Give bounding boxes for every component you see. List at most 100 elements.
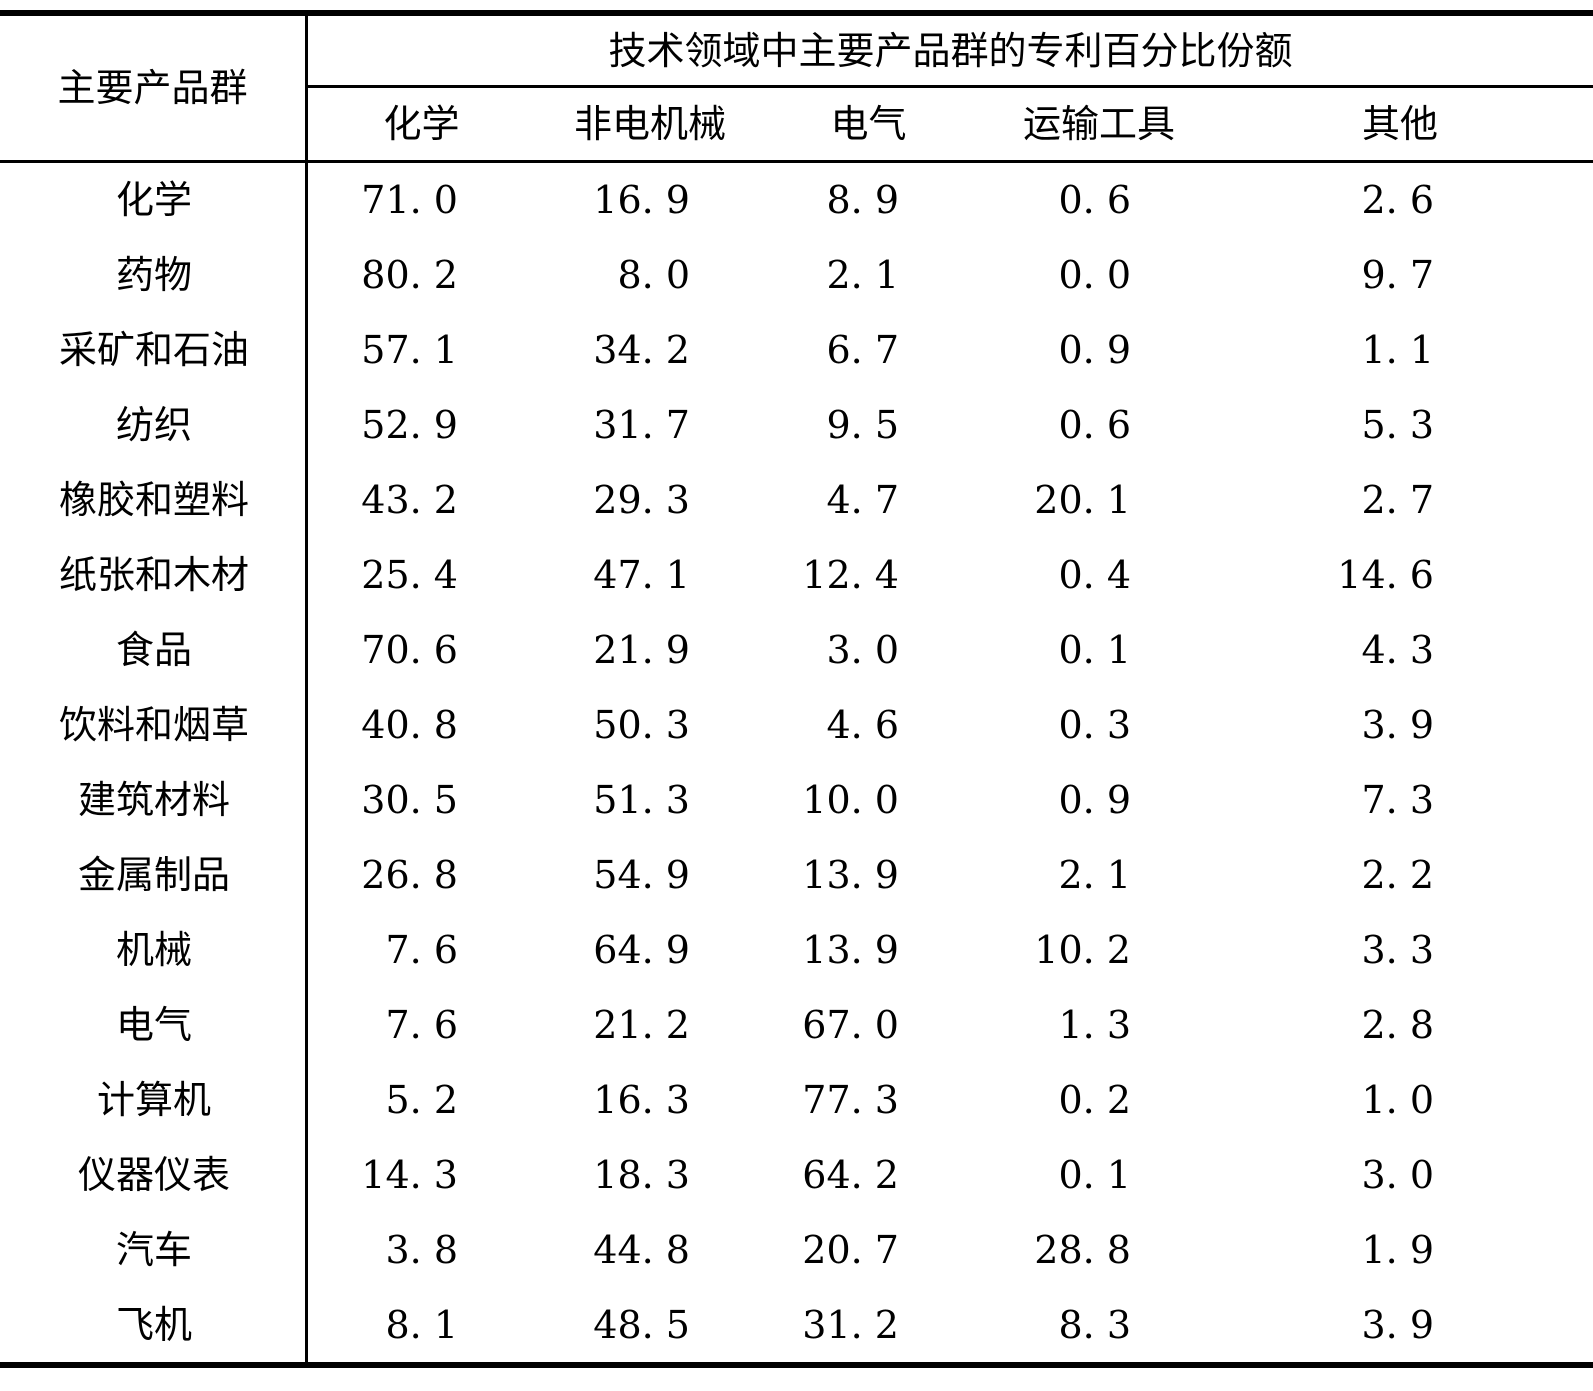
cell-value: 43. 2 bbox=[361, 478, 458, 523]
cell-value: 21. 2 bbox=[593, 1002, 690, 1047]
cell-value: 0. 2 bbox=[1058, 1077, 1131, 1122]
cell-value: 8. 9 bbox=[826, 178, 899, 223]
cell-value: 30. 5 bbox=[361, 777, 458, 822]
cell-value: 12. 4 bbox=[802, 553, 899, 598]
cell-value: 7. 6 bbox=[385, 1002, 458, 1047]
cell-value: 26. 8 bbox=[361, 852, 458, 897]
cell-value: 4. 7 bbox=[826, 478, 899, 523]
row-label: 纸张和木材 bbox=[58, 553, 249, 598]
row-label: 金属制品 bbox=[77, 852, 230, 897]
column-header: 化学 bbox=[383, 102, 460, 146]
table-row: 纺织 52. 9 31. 7 9. 5 0. 6 5. 3 bbox=[0, 388, 1593, 463]
table-row: 金属制品 26. 8 54. 9 13. 9 2. 1 2. 2 bbox=[0, 837, 1593, 912]
table-row: 采矿和石油 57. 1 34. 2 6. 7 0. 9 1. 1 bbox=[0, 313, 1593, 388]
cell-value: 47. 1 bbox=[593, 553, 690, 598]
cell-value: 0. 6 bbox=[1058, 403, 1131, 448]
cell-value: 16. 9 bbox=[593, 178, 690, 223]
cell-value: 0. 3 bbox=[1058, 703, 1131, 748]
column-headers-row: 化学 非电机械 电气 运输工具 其他 bbox=[308, 88, 1593, 160]
table-row: 纸张和木材 25. 4 47. 1 12. 4 0. 4 14. 6 bbox=[0, 538, 1593, 613]
row-label: 饮料和烟草 bbox=[58, 703, 249, 748]
table-row: 建筑材料 30. 5 51. 3 10. 0 0. 9 7. 3 bbox=[0, 763, 1593, 838]
row-label: 计算机 bbox=[96, 1077, 211, 1122]
table-row: 药物 80. 2 8. 0 2. 1 0. 0 9. 7 bbox=[0, 238, 1593, 313]
cell-value: 50. 3 bbox=[593, 703, 690, 748]
cell-value: 21. 9 bbox=[593, 628, 690, 673]
cell-value: 0. 9 bbox=[1058, 328, 1131, 373]
cell-value: 51. 3 bbox=[593, 777, 690, 822]
cell-value: 28. 8 bbox=[1034, 1227, 1131, 1272]
cell-value: 8. 3 bbox=[1058, 1302, 1131, 1347]
cell-value: 2. 2 bbox=[1361, 852, 1434, 897]
cell-value: 3. 0 bbox=[1361, 1152, 1434, 1197]
cell-value: 71. 0 bbox=[361, 178, 458, 223]
table-row: 汽车 3. 8 44. 8 20. 7 28. 8 1. 9 bbox=[0, 1212, 1593, 1287]
cell-value: 3. 8 bbox=[385, 1227, 458, 1272]
row-label: 化学 bbox=[115, 178, 192, 223]
cell-value: 10. 0 bbox=[802, 777, 899, 822]
cell-value: 14. 6 bbox=[1337, 553, 1434, 598]
cell-value: 10. 2 bbox=[1034, 927, 1131, 972]
cell-value: 5. 3 bbox=[1361, 403, 1434, 448]
row-header-cell: 主要产品群 bbox=[57, 66, 248, 110]
row-label: 橡胶和塑料 bbox=[58, 478, 249, 523]
column-header: 非电机械 bbox=[573, 102, 726, 146]
cell-value: 2. 6 bbox=[1361, 178, 1434, 223]
row-label: 电气 bbox=[115, 1002, 192, 1047]
cell-value: 1. 3 bbox=[1058, 1002, 1131, 1047]
cell-value: 1. 1 bbox=[1361, 328, 1434, 373]
row-label: 纺织 bbox=[115, 403, 192, 448]
table-body: 化学 71. 0 16. 9 8. 9 0. 6 2. 6 药物 80. 2 8. 0 2. 1 0… bbox=[0, 163, 1593, 1362]
table-row: 仪器仪表 14. 3 18. 3 64. 2 0. 1 3. 0 bbox=[0, 1137, 1593, 1212]
cell-value: 0. 0 bbox=[1058, 253, 1131, 298]
table-row: 计算机 5. 2 16. 3 77. 3 0. 2 1. 0 bbox=[0, 1062, 1593, 1137]
cell-value: 40. 8 bbox=[361, 703, 458, 748]
cell-value: 44. 8 bbox=[593, 1227, 690, 1272]
under-column-headers-rule bbox=[0, 160, 1593, 163]
cell-value: 2. 1 bbox=[1058, 852, 1131, 897]
under-span-title-rule bbox=[305, 85, 1593, 88]
cell-value: 3. 9 bbox=[1361, 703, 1434, 748]
top-border-rule bbox=[0, 10, 1593, 16]
column-header: 运输工具 bbox=[1022, 102, 1175, 146]
cell-value: 64. 9 bbox=[593, 927, 690, 972]
table-row: 化学 71. 0 16. 9 8. 9 0. 6 2. 6 bbox=[0, 163, 1593, 238]
cell-value: 13. 9 bbox=[802, 852, 899, 897]
cell-value: 5. 2 bbox=[385, 1077, 458, 1122]
cell-value: 20. 1 bbox=[1034, 478, 1131, 523]
cell-value: 7. 3 bbox=[1361, 777, 1434, 822]
cell-value: 34. 2 bbox=[593, 328, 690, 373]
cell-value: 6. 7 bbox=[826, 328, 899, 373]
cell-value: 2. 8 bbox=[1361, 1002, 1434, 1047]
cell-value: 16. 3 bbox=[593, 1077, 690, 1122]
cell-value: 3. 9 bbox=[1361, 1302, 1434, 1347]
cell-value: 9. 5 bbox=[826, 403, 899, 448]
cell-value: 4. 3 bbox=[1361, 628, 1434, 673]
cell-value: 80. 2 bbox=[361, 253, 458, 298]
cell-value: 18. 3 bbox=[593, 1152, 690, 1197]
cell-value: 13. 9 bbox=[802, 927, 899, 972]
row-label: 采矿和石油 bbox=[58, 328, 249, 373]
column-header: 电气 bbox=[830, 102, 907, 146]
column-header: 其他 bbox=[1361, 102, 1438, 146]
cell-value: 20. 7 bbox=[802, 1227, 899, 1272]
cell-value: 31. 2 bbox=[802, 1302, 899, 1347]
row-label: 仪器仪表 bbox=[77, 1152, 230, 1197]
cell-value: 57. 1 bbox=[361, 328, 458, 373]
row-label: 食品 bbox=[115, 628, 192, 673]
table-row: 饮料和烟草 40. 8 50. 3 4. 6 0. 3 3. 9 bbox=[0, 688, 1593, 763]
cell-value: 9. 7 bbox=[1361, 253, 1434, 298]
cell-value: 14. 3 bbox=[361, 1152, 458, 1197]
cell-value: 3. 3 bbox=[1361, 927, 1434, 972]
cell-value: 1. 0 bbox=[1361, 1077, 1434, 1122]
table-row: 食品 70. 6 21. 9 3. 0 0. 1 4. 3 bbox=[0, 613, 1593, 688]
cell-value: 7. 6 bbox=[385, 927, 458, 972]
span-title-cell: 技术领域中主要产品群的专利百分比份额 bbox=[608, 28, 1293, 73]
table-row: 机械 7. 6 64. 9 13. 9 10. 2 3. 3 bbox=[0, 912, 1593, 987]
row-label: 飞机 bbox=[115, 1302, 192, 1347]
cell-value: 4. 6 bbox=[826, 703, 899, 748]
bottom-border-rule bbox=[0, 1362, 1593, 1368]
cell-value: 48. 5 bbox=[593, 1302, 690, 1347]
cell-value: 8. 1 bbox=[385, 1302, 458, 1347]
